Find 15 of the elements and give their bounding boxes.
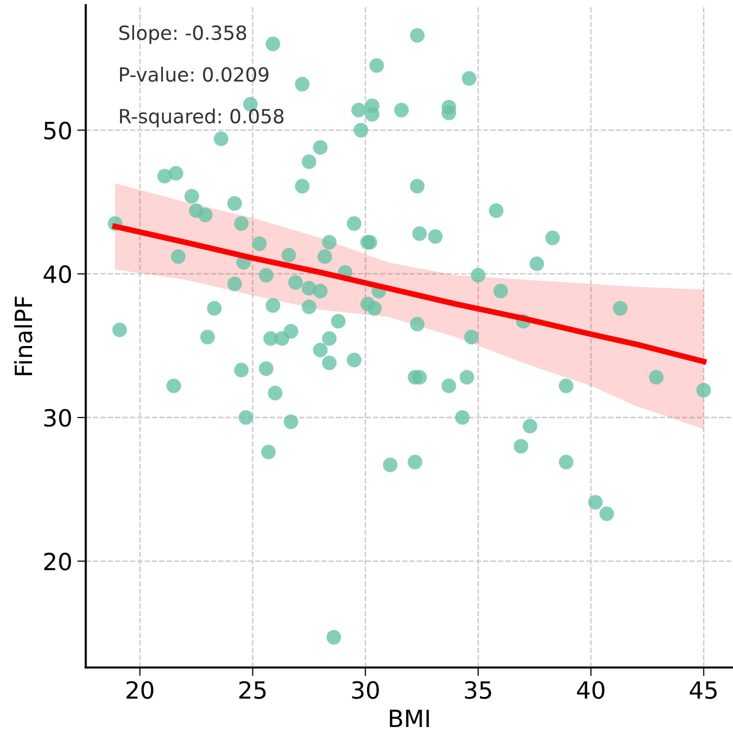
x-axis-title: BMI [390, 710, 429, 728]
y-tick-label: 40 [44, 265, 71, 284]
y-tick-label: 20 [44, 552, 71, 570]
y-tick-label: 50 [44, 122, 71, 140]
y-tick-label: 30 [44, 408, 71, 427]
x-tick-label: 30 [352, 681, 379, 699]
annotation: Slope: -0.358 [119, 25, 246, 44]
x-tick-label: 45 [690, 681, 717, 699]
annotation: R-squared: 0.058 [120, 108, 284, 128]
x-tick-label: 40 [577, 681, 604, 699]
x-tick-label: 25 [239, 681, 266, 699]
x-tick-label: 20 [126, 681, 154, 699]
annotation: P-value: 0.0209 [120, 66, 268, 82]
x-tick-label: 35 [464, 681, 492, 699]
y-axis-title: FinalPF [14, 296, 32, 376]
